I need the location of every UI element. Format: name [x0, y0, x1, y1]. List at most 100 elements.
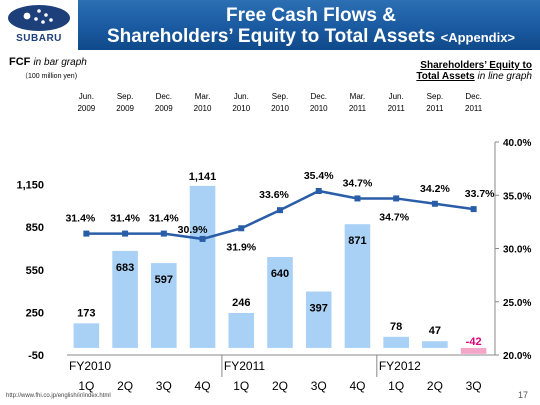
equity-ratio-label: 31.4%	[110, 213, 140, 225]
fcf-bar	[305, 291, 332, 348]
fcf-bar	[189, 185, 216, 348]
left-axis-tick-label: 850	[26, 222, 44, 234]
subaru-logo: SUBARU	[0, 0, 78, 50]
date-label-year: 2009	[116, 104, 134, 113]
right-axis-tick-label: 25.0%	[503, 298, 531, 309]
fcf-bar-label: 640	[271, 268, 289, 280]
fcf-legend-name: FCF	[9, 56, 31, 68]
fcf-bar	[422, 341, 448, 348]
quarter-label: 2Q	[272, 379, 288, 393]
fcf-bar-label: 246	[232, 297, 250, 309]
fcf-bar-label: 78	[390, 321, 402, 333]
equity-ratio-point	[277, 207, 283, 214]
quarter-label: 3Q	[466, 379, 482, 393]
fiscal-year-label: FY2011	[224, 359, 265, 373]
quarter-label: 1Q	[233, 379, 249, 393]
date-label-month: Sep.	[272, 92, 288, 101]
equity-legend-line2: Total Assets in line graph	[416, 71, 532, 82]
date-label-month: Sep.	[427, 92, 443, 101]
equity-legend-line1: Shareholders’ Equity to	[420, 60, 532, 71]
fcf-bar	[73, 323, 100, 348]
equity-ratio-point	[431, 200, 438, 207]
right-axis-tick-label: 20.0%	[503, 351, 531, 362]
equity-ratio-label: 31.9%	[226, 241, 256, 253]
quarter-label: 2Q	[427, 379, 443, 393]
date-label-year: 2010	[232, 104, 250, 113]
date-label-month: Jun.	[79, 92, 94, 101]
equity-ratio-label: 33.6%	[259, 189, 289, 201]
page-title-appendix: <Appendix>	[440, 30, 516, 45]
date-label-year: 2011	[388, 104, 406, 113]
equity-ratio-label: 34.7%	[343, 177, 373, 189]
fcf-legend: FCF in bar graph	[9, 56, 87, 68]
equity-legend-desc: in line graph	[477, 71, 532, 82]
date-label-year: 2010	[194, 104, 212, 113]
right-axis-tick-label: 35.0%	[503, 191, 531, 202]
fcf-bar	[267, 257, 293, 348]
page-number: 17	[517, 390, 528, 400]
footer-url: http://www.fhi.co.jp/english/ir/index.ht…	[6, 393, 111, 399]
date-label-month: Dec.	[311, 92, 327, 101]
brand-name: SUBARU	[16, 33, 62, 44]
fcf-bar-label: 871	[348, 235, 366, 247]
left-axis-tick-label: -50	[28, 350, 44, 362]
equity-ratio-point	[238, 225, 245, 232]
fcf-bar	[151, 263, 177, 348]
quarter-label: 3Q	[156, 379, 172, 393]
equity-ratio-label: 30.9%	[178, 224, 208, 236]
date-label-month: Dec.	[156, 92, 172, 101]
fcf-bar-label: 683	[116, 262, 134, 274]
equity-ratio-label: 35.4%	[304, 170, 334, 182]
fcf-bar	[460, 347, 487, 354]
page-title-main: Shareholders’ Equity to Total Assets	[106, 26, 436, 47]
equity-ratio-point	[83, 230, 90, 237]
fcf-unit-label: （100 million yen)	[21, 73, 78, 80]
equity-ratio-label: 34.2%	[420, 183, 450, 195]
quarter-label: 4Q	[195, 379, 211, 393]
equity-ratio-label: 31.4%	[149, 213, 179, 225]
quarter-label: 3Q	[311, 379, 327, 393]
quarter-label: 1Q	[78, 379, 94, 393]
equity-ratio-label: 33.7%	[465, 188, 495, 200]
date-label-month: Mar.	[350, 92, 366, 101]
date-label-year: 2010	[271, 104, 289, 113]
date-label-year: 2009	[155, 104, 173, 113]
fcf-bar	[344, 224, 371, 348]
fcf-bar-label: -42	[466, 336, 482, 348]
equity-ratio-label: 31.4%	[65, 213, 95, 225]
equity-ratio-point	[315, 187, 322, 194]
quarter-label: 1Q	[388, 379, 404, 393]
right-axis-tick-label: 30.0%	[503, 245, 531, 256]
date-label-month: Jun.	[234, 92, 249, 101]
left-axis-tick-label: 550	[26, 265, 44, 277]
date-label-year: 2011	[426, 104, 444, 113]
fcf-legend-desc: in bar graph	[33, 57, 87, 68]
page-title-line1: Free Cash Flows &	[226, 5, 396, 26]
date-label-month: Mar.	[195, 92, 211, 101]
quarter-label: 2Q	[117, 379, 133, 393]
equity-ratio-point	[470, 206, 477, 213]
date-label-month: Jun.	[389, 92, 404, 101]
equity-legend-name: Total Assets	[416, 71, 475, 82]
equity-ratio-point	[393, 195, 400, 202]
page-title-line2: Shareholders’ Equity to Total Assets <Ap…	[82, 26, 540, 48]
fcf-bar-label: 397	[310, 303, 328, 315]
date-label-year: 2009	[77, 104, 95, 113]
quarter-label: 4Q	[349, 379, 365, 393]
equity-ratio-point	[199, 235, 206, 242]
date-label-year: 2010	[310, 104, 328, 113]
fcf-bar-label: 47	[429, 325, 441, 337]
right-axis-tick-label: 40.0%	[503, 138, 531, 149]
fcf-bar-label: 1,141	[189, 171, 217, 183]
fcf-bar	[112, 250, 138, 348]
date-label-year: 2011	[465, 104, 483, 113]
equity-ratio-point	[354, 195, 361, 202]
fcf-bar	[383, 336, 409, 348]
date-label-year: 2011	[349, 104, 367, 113]
date-label-month: Sep.	[117, 92, 133, 101]
equity-ratio-point	[122, 230, 129, 237]
fiscal-year-label: FY2010	[69, 359, 111, 373]
pleiades-logo-icon	[8, 5, 70, 31]
left-axis-tick-label: 250	[26, 307, 44, 319]
